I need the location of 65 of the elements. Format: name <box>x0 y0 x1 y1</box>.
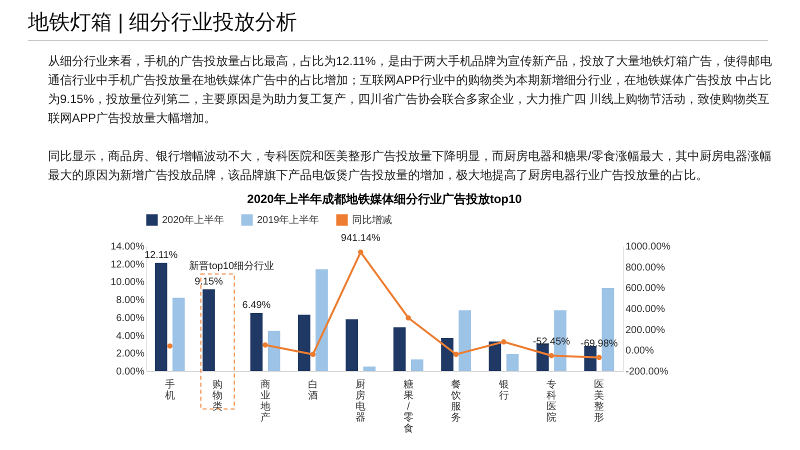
x-tick-label: 白酒 <box>308 378 318 402</box>
bar <box>172 298 185 371</box>
point <box>406 315 411 321</box>
text: 地铁灯箱 | 细分行业投放分析 <box>28 8 768 41</box>
bar <box>298 314 310 371</box>
y2-tick-label: 1000.00% <box>626 242 671 252</box>
data-label: 941.14% <box>340 233 380 244</box>
bar <box>154 262 168 371</box>
data-label: -52.45% <box>532 336 570 348</box>
bar <box>202 289 215 371</box>
point <box>453 352 459 357</box>
annotation: 新晋top10细分行业 <box>189 260 274 272</box>
x-tick-label: 厨房电器 <box>356 380 366 424</box>
bar <box>268 330 280 371</box>
y-tick-label: 8.00% <box>116 295 145 306</box>
x-tick-label: 商业地产 <box>259 378 270 424</box>
y-tick-label: 0.00% <box>116 366 145 378</box>
x-tick-label: 医美整形 <box>594 380 604 424</box>
text: 从细分行业来看，手机的广告投放量占比最高，占比为12.11%，是由于两大手机品牌为宣传新产品，投放了大量地铁灯箱广告，使得邮电通信行业中手机广告投放量在地铁媒体广告中的占比增加；互联网APP行业中的购物类为本期新增细分行业，在地铁媒体广告投放 中占比为9.15%，投放量位列第二，主要原因是为助力复工复产，四川省广告协会联合多家企业，大力推广四 川线上购物节活动，致使购物类互联网APP广告投放量大幅增加。 <box>48 53 773 127</box>
data-label: 6.49% <box>242 300 271 312</box>
x-tick-label: 银行 <box>498 380 509 402</box>
y-tick-label: 2.00% <box>116 348 145 360</box>
chart-title: 2020年上半年成都地铁媒体细分行业广告投放top10 <box>247 192 522 206</box>
data-label: 9.15% <box>194 276 224 288</box>
y-tick-label: 6.00% <box>116 312 145 324</box>
x-tick-label: 专科医院 <box>546 378 556 424</box>
legend-label: 2020年上半年 <box>162 214 224 226</box>
y-tick-label: 14.00% <box>110 242 145 252</box>
y-tick-label: 12.00% <box>110 259 145 270</box>
bar <box>458 310 471 371</box>
bar <box>506 354 519 371</box>
point <box>358 249 364 255</box>
text: 同比显示，商品房、银行增幅波动不大，专科医院和医美整形广告投放量下降明显，而厨房电器和糖果/零食涨幅最大，其中厨房电器涨幅最大的原因为新增广告投放品牌，该品牌旗下产品电饭煲广告投放量的增加，极大地提高了厨房电器行业广告投放量的占比。 <box>48 148 772 184</box>
y2-tick-label: 200.00% <box>626 324 666 336</box>
x-tick-label: 购物类 <box>212 380 223 412</box>
point <box>501 339 506 344</box>
y-tick-label: 4.00% <box>116 330 145 342</box>
bar <box>363 366 376 371</box>
bar <box>410 359 424 371</box>
bar <box>584 346 597 371</box>
data-label: -69.98% <box>580 338 618 350</box>
y2-tick-label: 0.00% <box>626 346 654 357</box>
y2-tick-label: -200.00% <box>626 366 668 378</box>
bar <box>316 269 328 371</box>
y2-tick-label: 400.00% <box>626 304 666 315</box>
point <box>167 343 172 349</box>
y-tick-label: 10.00% <box>110 277 145 288</box>
x-tick-label: 餐饮服务 <box>450 378 462 424</box>
bar <box>250 313 263 371</box>
y2-tick-label: 600.00% <box>626 283 666 294</box>
point <box>596 354 602 360</box>
legend-label: 2019年上半年 <box>257 214 320 226</box>
data-label: 12.11% <box>144 250 178 261</box>
y2-tick-label: 800.00% <box>626 262 666 274</box>
bar <box>536 343 549 371</box>
bar <box>441 338 454 371</box>
point <box>310 352 316 357</box>
bar <box>488 342 502 371</box>
x-tick-label: 手机 <box>164 378 175 402</box>
point <box>262 342 268 348</box>
point <box>548 352 554 358</box>
bar <box>393 327 406 371</box>
legend-label: 同比增减 <box>352 214 392 226</box>
bar <box>346 319 358 371</box>
x-tick-label: 糖果/零食 <box>403 378 414 434</box>
